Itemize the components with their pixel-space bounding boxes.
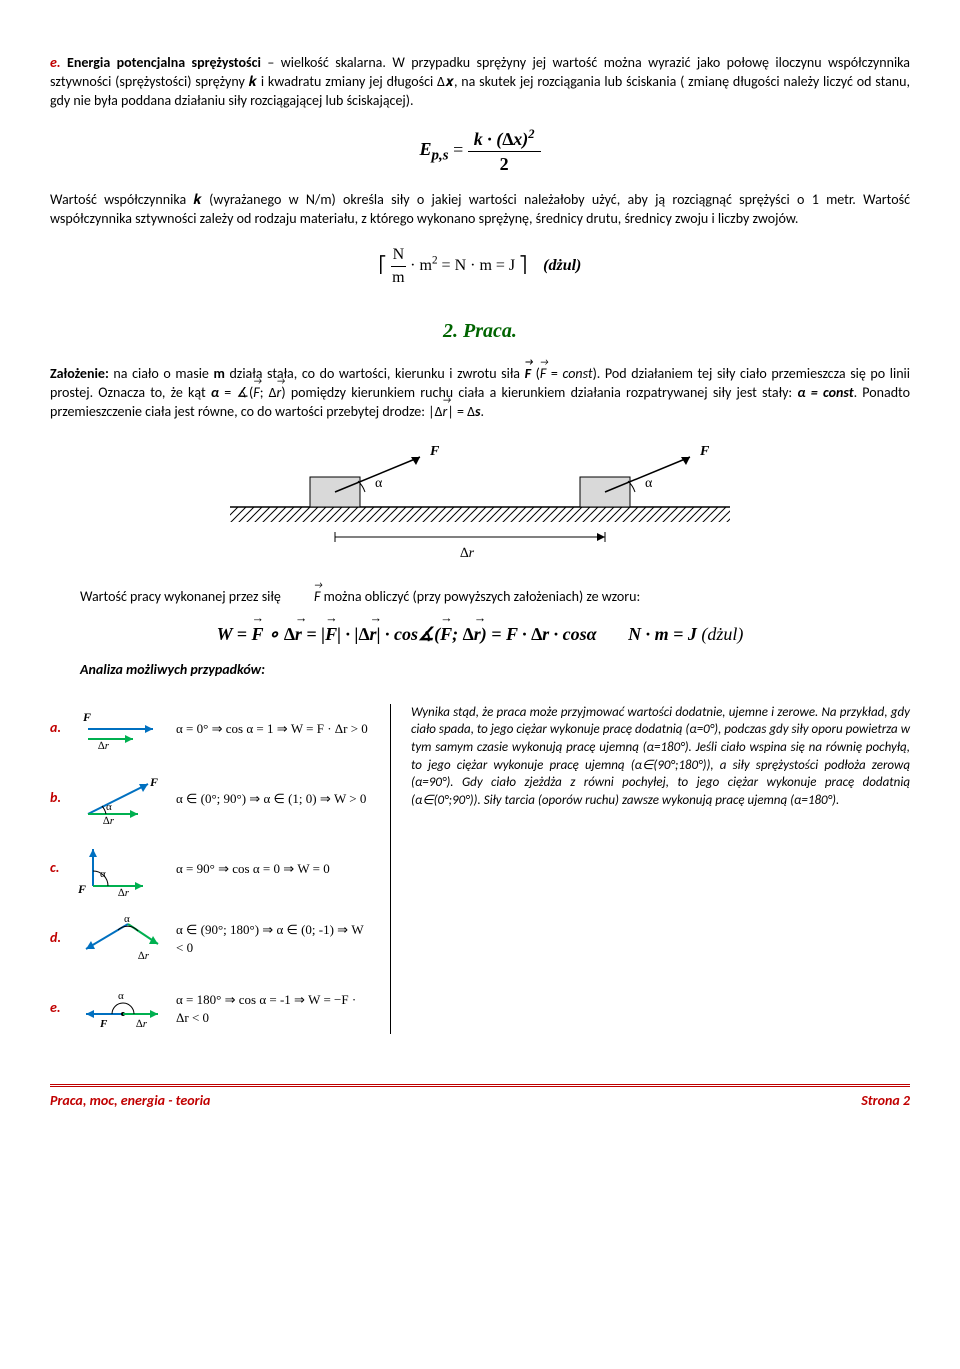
case-e-diagram: α F⃗ ∆r⃗: [78, 989, 168, 1029]
assumption-text: na ciało o masie m działa stała, co do w…: [50, 365, 910, 420]
case-a-row: a. F⃗ ∆r⃗ α = 0° ⇒ cos α = 1 ⇒ W = F · Δ…: [50, 694, 370, 764]
case-c-diagram: α ∆r⃗ F⃗: [78, 841, 168, 896]
svg-text:∆r⃗: ∆r⃗: [138, 950, 158, 962]
case-d-diagram: α ∆r⃗: [78, 914, 168, 964]
case-d-letter: d.: [50, 929, 70, 948]
case-b-row: b. F⃗ α ∆r⃗ α ∈ (0°; 90°) ⇒ α ∈ (1; 0) ⇒…: [50, 764, 370, 834]
case-c-math: α = 90° ⇒ cos α = 0 ⇒ W = 0: [176, 860, 370, 878]
section-2-title: 2. Praca.: [50, 318, 910, 345]
svg-text:F⃗: F⃗: [699, 444, 720, 459]
case-c-row: c. α ∆r⃗ F⃗ α = 90° ⇒ cos α = 0 ⇒ W = 0: [50, 834, 370, 904]
work-formula: W = F ∘ ∆r = |F| · |∆r| · cos∡(F; ∆r) = …: [50, 622, 910, 646]
svg-text:α: α: [118, 990, 124, 1002]
svg-text:F⃗: F⃗: [82, 710, 100, 724]
svg-text:α: α: [645, 476, 653, 491]
case-a-letter: a.: [50, 719, 70, 738]
svg-text:∆r⃗: ∆r⃗: [460, 546, 485, 561]
case-d-math: α ∈ (90°; 180°) ⇒ α ∈ (0; -1) ⇒ W < 0: [176, 921, 370, 956]
work-sentence: Wartość pracy wykonanej przez siłę F moż…: [50, 588, 910, 607]
svg-text:F⃗: F⃗: [78, 882, 95, 896]
unit-label: (dżul): [543, 257, 581, 274]
svg-text:α: α: [375, 476, 383, 491]
svg-text:F⃗: F⃗: [99, 1018, 116, 1029]
svg-text:∆r⃗: ∆r⃗: [103, 815, 123, 824]
section-e-letter: e.: [50, 54, 61, 71]
section-e-title: Energia potencjalna sprężystości: [67, 54, 261, 71]
work-diagram: F⃗ α F⃗ α ∆r⃗: [50, 437, 910, 573]
cases-divider: [390, 704, 391, 1034]
dzul-label: dżul: [707, 624, 737, 644]
svg-text:F⃗: F⃗: [149, 775, 167, 789]
footer-right: Strona 2: [861, 1092, 910, 1111]
section-e-paragraph: e. Energia potencjalna sprężystości – wi…: [50, 54, 910, 111]
paragraph-k: Wartość współczynnika 𝒌 (wyrażanego w N/…: [50, 191, 910, 229]
case-e-letter: e.: [50, 999, 70, 1018]
case-e-math: α = 180° ⇒ cos α = -1 ⇒ W = −F · Δr < 0: [176, 991, 370, 1026]
footer-left: Praca, moc, energia - teoria: [50, 1092, 210, 1111]
formula-eps: Ep,s = k · (∆x)2 2: [50, 126, 910, 177]
assumption-paragraph: Założenie: na ciało o masie m działa sta…: [50, 365, 910, 422]
case-e-row: e. α F⃗ ∆r⃗ α = 180° ⇒ cos α = -1 ⇒ W = …: [50, 974, 370, 1044]
case-b-letter: b.: [50, 789, 70, 808]
svg-text:α: α: [124, 914, 130, 925]
case-a-math: α = 0° ⇒ cos α = 1 ⇒ W = F · Δr > 0: [176, 720, 370, 738]
page-footer: Praca, moc, energia - teoria Strona 2: [50, 1084, 910, 1111]
case-a-diagram: F⃗ ∆r⃗: [78, 709, 168, 749]
svg-text:α: α: [106, 801, 112, 813]
svg-text:∆r⃗: ∆r⃗: [118, 887, 138, 896]
svg-text:∆r⃗: ∆r⃗: [98, 740, 118, 749]
svg-text:α: α: [100, 868, 106, 880]
case-c-letter: c.: [50, 859, 70, 878]
cases-explanation: Wynika stąd, że praca może przyjmować wa…: [411, 694, 910, 1044]
cases-wrapper: a. F⃗ ∆r⃗ α = 0° ⇒ cos α = 1 ⇒ W = F · Δ…: [50, 694, 910, 1044]
case-d-row: d. α ∆r⃗ α ∈ (90°; 180°) ⇒ α ∈ (0; -1) ⇒…: [50, 904, 370, 974]
analysis-title: Analiza możliwych przypadków:: [50, 661, 910, 680]
unit-formula: ⎡ N m · m2 = N · m = J ⎤ (dżul): [50, 244, 910, 288]
case-b-diagram: F⃗ α ∆r⃗: [78, 774, 168, 824]
assumption-label: Założenie:: [50, 365, 109, 382]
svg-text:F⃗: F⃗: [429, 444, 450, 459]
svg-text:∆r⃗: ∆r⃗: [136, 1018, 156, 1029]
case-b-math: α ∈ (0°; 90°) ⇒ α ∈ (1; 0) ⇒ W > 0: [176, 790, 370, 808]
